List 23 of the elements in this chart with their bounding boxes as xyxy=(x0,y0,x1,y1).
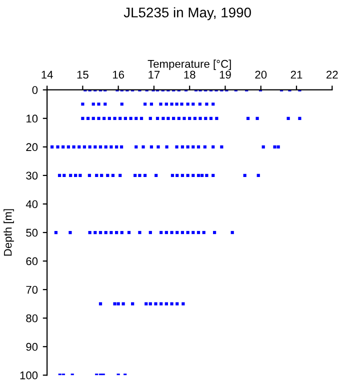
x-tick-label: 14 xyxy=(42,70,53,79)
y-tick-label: 30 xyxy=(26,172,38,180)
y-tick-label: 80 xyxy=(26,314,38,322)
x-axis-title: Temperature [°C] xyxy=(148,60,231,70)
y-tick-label: 100 xyxy=(20,371,38,380)
x-tick-label: 16 xyxy=(112,70,124,79)
x-tick-label: 17 xyxy=(148,70,160,79)
x-tick-label: 21 xyxy=(290,70,302,79)
x-tick-label: 20 xyxy=(255,70,267,79)
y-tick-label: 50 xyxy=(26,228,38,237)
y-axis-title: Depth [m] xyxy=(4,209,14,256)
y-tick-label: 10 xyxy=(26,114,38,123)
y-tick-label: 90 xyxy=(26,342,38,351)
y-tick-label: 40 xyxy=(26,200,38,208)
x-tick-label: 19 xyxy=(220,70,231,79)
y-tick-label: 0 xyxy=(32,86,38,94)
x-tick-label: 22 xyxy=(326,70,338,79)
y-tick-label: 20 xyxy=(26,143,38,152)
x-tick-label: 18 xyxy=(184,70,196,79)
y-tick-label: 70 xyxy=(26,286,38,294)
y-tick-label: 60 xyxy=(26,257,38,266)
chart-title: JL5235 in May, 1990 xyxy=(124,7,251,20)
x-tick-label: 15 xyxy=(77,70,88,79)
